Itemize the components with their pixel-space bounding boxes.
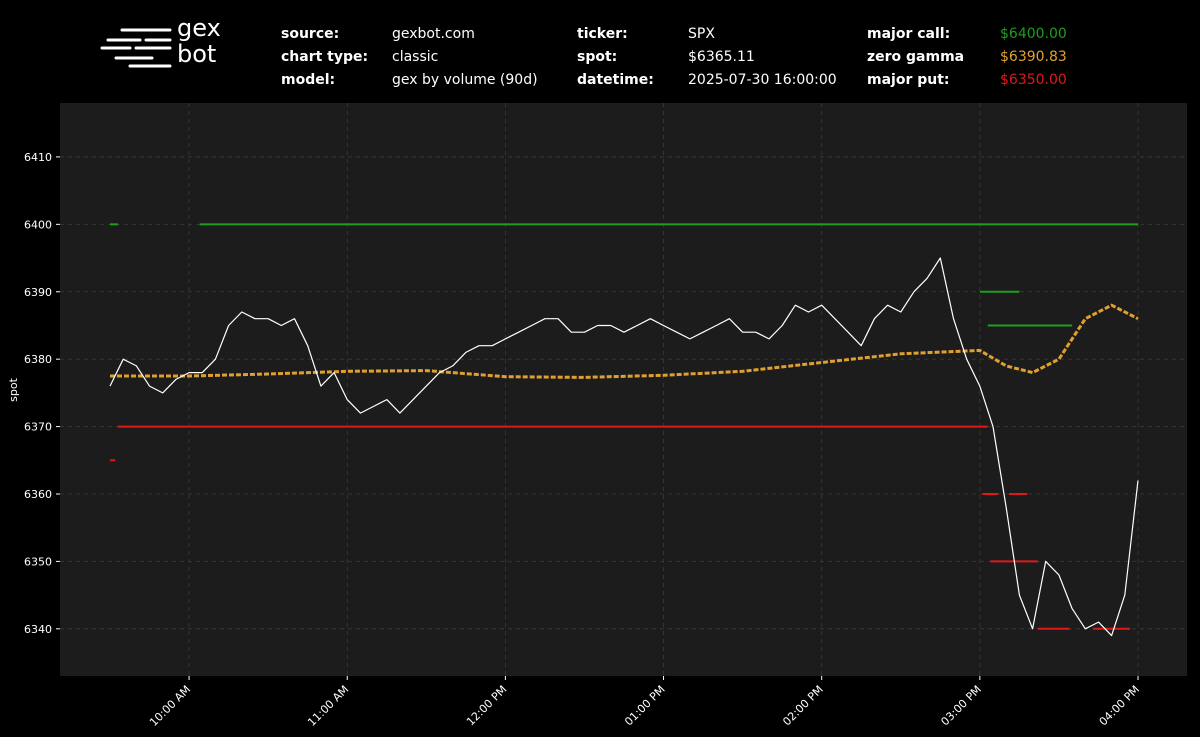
- brand-line-2: bot: [177, 40, 217, 68]
- y-tick-label: 6400: [24, 218, 52, 231]
- x-axis: 10:00 AM 11:00 AM 12:00 PM 01:00 PM 02:00 PM…: [147, 676, 1142, 729]
- header-col-3: major call: zero gamma major put:: [867, 23, 964, 92]
- spot-value: $6365.11: [688, 49, 755, 65]
- y-tick-label: 6350: [24, 555, 52, 568]
- ticker-label: ticker:: [577, 26, 628, 42]
- gexbot-logo: [100, 28, 172, 68]
- major-call-value: $6400.00: [1000, 26, 1067, 42]
- x-tick-label: 01:00 PM: [622, 683, 667, 728]
- header-col-1-values: gexbot.com classic gex by volume (90d): [392, 23, 538, 92]
- x-tick-label: 03:00 PM: [938, 683, 983, 728]
- y-axis: 6340 6350 6360 6370 6380 6390 6400 6410: [24, 151, 60, 636]
- chart-type-value: classic: [392, 49, 439, 65]
- plot-area: [60, 103, 1187, 676]
- brand-line-1: gex: [177, 14, 221, 42]
- zero-gamma-label: zero gamma: [867, 49, 965, 65]
- brand-wordmark: gex bot: [177, 16, 221, 66]
- header-col-3-values: $6400.00 $6390.83 $6350.00: [1000, 23, 1067, 92]
- major-call-label: major call:: [867, 26, 951, 42]
- zero-gamma-value: $6390.83: [1000, 49, 1067, 65]
- y-tick-label: 6390: [24, 286, 52, 299]
- source-label: source:: [281, 26, 340, 42]
- source-value: gexbot.com: [392, 26, 475, 42]
- x-tick-label: 10:00 AM: [147, 683, 193, 729]
- header-col-2: ticker: spot: datetime:: [577, 23, 654, 92]
- major-put-label: major put:: [867, 72, 950, 88]
- y-tick-label: 6410: [24, 151, 52, 164]
- x-tick-label: 12:00 PM: [464, 683, 509, 728]
- y-tick-label: 6370: [24, 421, 52, 434]
- header-col-1: source: chart type: model:: [281, 23, 368, 92]
- ticker-value: SPX: [688, 26, 715, 42]
- y-tick-label: 6360: [24, 488, 52, 501]
- model-label: model:: [281, 72, 336, 88]
- x-tick-label: 04:00 PM: [1097, 683, 1142, 728]
- model-value: gex by volume (90d): [392, 72, 538, 88]
- header-col-2-values: SPX $6365.11 2025-07-30 16:00:00: [688, 23, 837, 92]
- zero-gamma-line: [110, 303, 1139, 379]
- spot-line: [109, 257, 1139, 637]
- y-axis-label: spot: [7, 377, 20, 401]
- y-tick-label: 6380: [24, 353, 52, 366]
- x-tick-label: 11:00 AM: [305, 683, 351, 729]
- major-put-value: $6350.00: [1000, 72, 1067, 88]
- spot-label: spot:: [577, 49, 618, 65]
- datetime-value: 2025-07-30 16:00:00: [688, 72, 837, 88]
- level-lines: [110, 223, 1139, 630]
- datetime-label: datetime:: [577, 72, 654, 88]
- spot-series: [109, 257, 1139, 637]
- x-tick-label: 02:00 PM: [780, 683, 825, 728]
- chart-type-label: chart type:: [281, 49, 369, 65]
- y-tick-label: 6340: [24, 623, 52, 636]
